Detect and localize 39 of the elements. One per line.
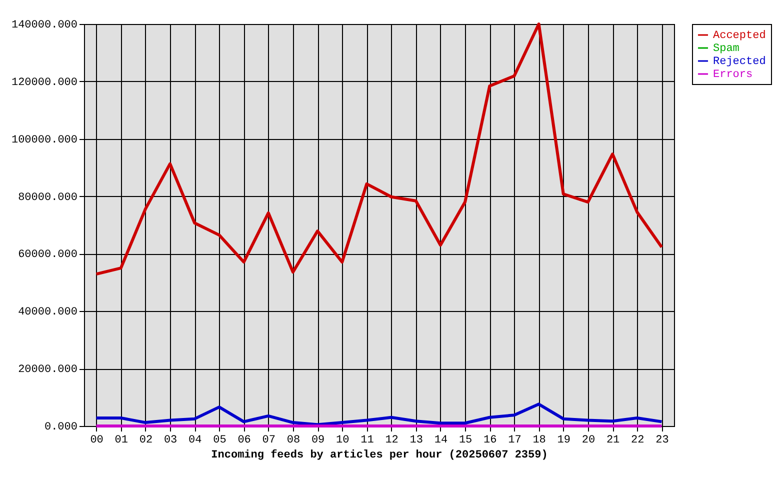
y-tick-label: 60000.000: [18, 249, 78, 262]
x-tick-label: 12: [385, 434, 398, 446]
x-tick-label: 16: [484, 434, 497, 446]
y-tick-label: 120000.000: [11, 76, 78, 89]
y-tick-label: 100000.000: [11, 134, 78, 146]
x-tick-label: 08: [286, 434, 300, 446]
x-tick-label: 04: [188, 434, 202, 446]
legend-label: Errors: [713, 69, 753, 81]
x-tick-label: 14: [434, 434, 448, 446]
x-tick-label: 02: [139, 434, 153, 446]
x-axis-title: Incoming feeds by articles per hour (20250607 2359): [211, 448, 548, 462]
x-tick-label: 00: [90, 434, 104, 446]
x-tick-label: 03: [164, 434, 178, 446]
line-series: [94, 402, 664, 426]
x-tick-label: 06: [238, 434, 251, 446]
x-tick-label: 11: [360, 434, 374, 446]
x-tick-label: 15: [458, 434, 472, 446]
line-series: [94, 22, 664, 276]
x-tick-label: 13: [410, 434, 423, 446]
x-tick-label: 10: [336, 434, 350, 446]
x-tick-label: 21: [606, 434, 620, 446]
x-tick-label: 05: [213, 434, 226, 446]
y-tick-label: 140000.000: [11, 20, 78, 32]
legend-label: Rejected: [713, 56, 766, 68]
x-tick-label: 01: [114, 434, 128, 446]
y-tick-label: 0.000: [44, 422, 78, 434]
y-tick-label: 40000.000: [18, 306, 78, 319]
x-tick-label: 18: [532, 434, 546, 446]
x-tick-label: 20: [582, 434, 596, 446]
x-tick-label: 19: [557, 434, 570, 446]
x-tick-label: 17: [508, 434, 522, 446]
x-tick-label: 07: [262, 434, 276, 446]
y-tick-label: 20000.000: [18, 364, 78, 376]
x-tick-label: 09: [311, 434, 325, 446]
legend-label: Accepted: [713, 30, 766, 42]
y-tick-label: 80000.000: [18, 192, 78, 204]
x-tick-label: 23: [656, 434, 669, 446]
x-tick-label: 22: [631, 434, 644, 446]
legend-label: Spam: [713, 43, 740, 55]
